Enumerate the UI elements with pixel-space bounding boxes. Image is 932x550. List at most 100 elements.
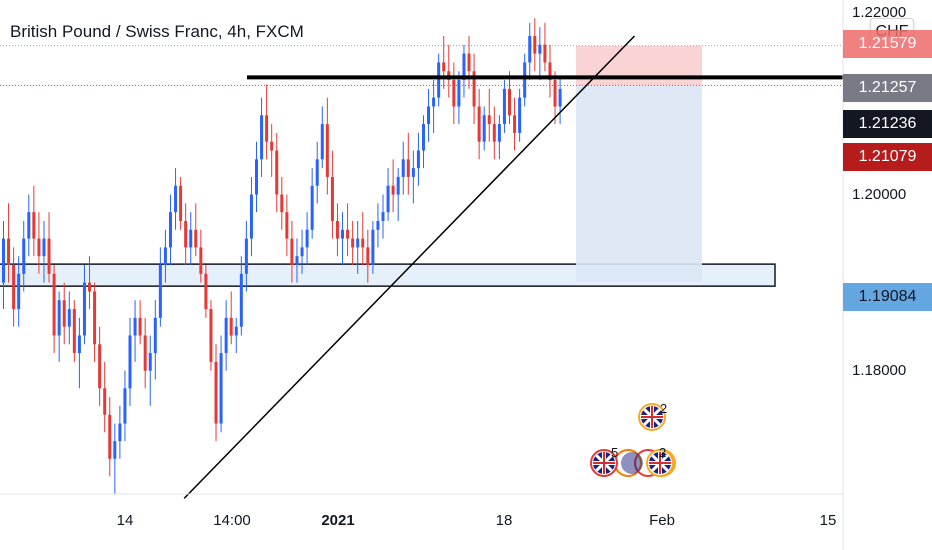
candle [265,84,269,160]
candle-body [295,256,299,266]
candle [158,247,162,327]
price-tag-gray[interactable]: 1.21257 [843,74,932,102]
price-tag-pink[interactable]: 1.21579 [843,30,932,58]
candle [52,265,56,354]
candle [467,36,471,89]
candle-body [189,229,193,248]
candle [351,220,355,266]
candle [82,265,86,345]
candle-body [351,238,355,248]
candle-body [315,159,319,186]
candle-body [7,238,11,266]
candle-body [123,388,127,424]
candle [219,335,223,433]
candle [300,229,304,274]
candle-body [487,115,491,125]
candle-body [2,238,5,283]
candle-body [543,44,547,63]
candle [93,282,97,362]
candle [508,71,511,125]
candle [482,106,486,151]
candle [513,97,517,151]
candle-body [204,273,208,310]
candle-body [346,229,350,239]
candle [194,203,198,257]
price-tag-black[interactable]: 1.21236 [843,110,932,138]
candle-body [462,53,466,81]
candle-body [244,238,248,274]
candle-body [163,247,167,266]
candle-body [52,273,56,336]
price-tag-red[interactable]: 1.21079 [843,143,932,171]
candle-body [467,53,471,72]
candle-body [396,176,400,195]
candle-body [229,317,233,336]
candle [533,18,537,72]
candle-body [270,141,274,151]
candle [310,168,314,239]
candle-body [168,212,172,248]
candle [295,238,299,283]
candle [477,88,481,160]
candle [209,300,213,371]
candle [103,361,107,433]
candle [518,88,522,142]
candle [376,203,380,248]
take-profit-zone[interactable] [576,85,702,282]
candle-body [290,238,294,266]
y-tick-label: 1.18000 [852,361,907,379]
event-marker[interactable]: 2 [638,401,667,431]
candle [32,185,36,257]
candle-body [199,247,203,274]
candle [189,212,193,266]
candle-body [194,229,198,248]
candle-body [406,159,410,177]
candle [411,150,415,204]
candle [543,22,547,72]
candle [427,88,431,142]
x-tick-label: 14 [116,512,134,529]
trendline[interactable] [183,35,636,499]
candle [290,220,294,283]
candle-body [118,423,122,442]
candle-body [280,194,284,213]
candle-body [508,88,511,116]
price-tag-blue[interactable]: 1.19084 [843,283,932,311]
candle [168,194,172,266]
candle [497,115,501,160]
candle [118,405,122,459]
candle [98,326,102,406]
candle-body [32,212,36,239]
economic-events: 2 5 2 [590,401,676,477]
candle-body [113,441,117,459]
candle [553,71,557,125]
event-marker[interactable]: 5 [590,445,618,477]
candle [386,168,390,221]
candle-body [518,97,522,133]
candle-body [371,229,375,266]
candle-body [477,106,481,142]
candle-body [27,212,31,239]
candle [335,203,339,257]
candle [138,300,142,345]
candle-body [138,317,142,336]
candle [452,62,456,125]
candle [214,344,218,442]
candle-body [416,150,420,169]
event-marker[interactable]: 2 [646,445,674,477]
candle-body [143,335,147,371]
candle-body [361,238,365,248]
candle-body [523,62,527,98]
candle [361,212,365,266]
candle [356,220,360,274]
candle-body [411,168,415,177]
candle [255,141,258,213]
candle [12,247,16,327]
candle-body [133,317,137,336]
candle-body [305,229,309,248]
candle [67,291,71,345]
candle [179,176,183,230]
candle-body [275,150,279,195]
candle [37,212,41,274]
